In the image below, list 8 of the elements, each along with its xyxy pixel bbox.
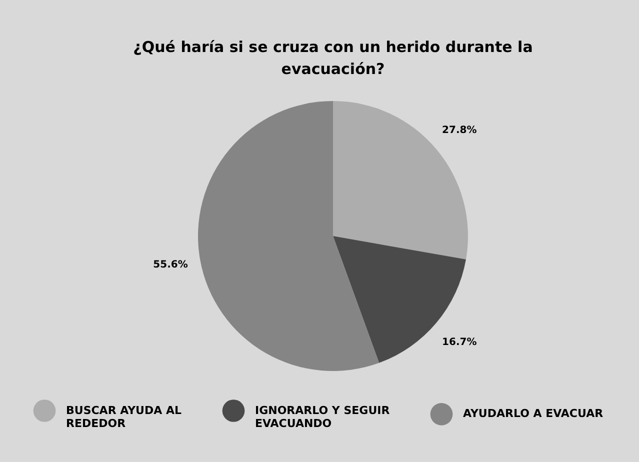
data-label: 16.7% bbox=[442, 337, 477, 348]
pie-slice bbox=[198, 101, 380, 371]
legend-label: IGNORARLO Y SEGUIR EVACUANDO bbox=[255, 404, 390, 430]
legend-label: BUSCAR AYUDA AL REDEDOR bbox=[66, 404, 182, 430]
data-label: 55.6% bbox=[153, 260, 188, 271]
chart-title: ¿Qué haría si se cruza con un herido durante la evacuación? bbox=[133, 38, 533, 78]
data-label: 27.8% bbox=[442, 124, 477, 136]
legend-label: AYUDARLO A EVACUAR bbox=[463, 407, 604, 420]
